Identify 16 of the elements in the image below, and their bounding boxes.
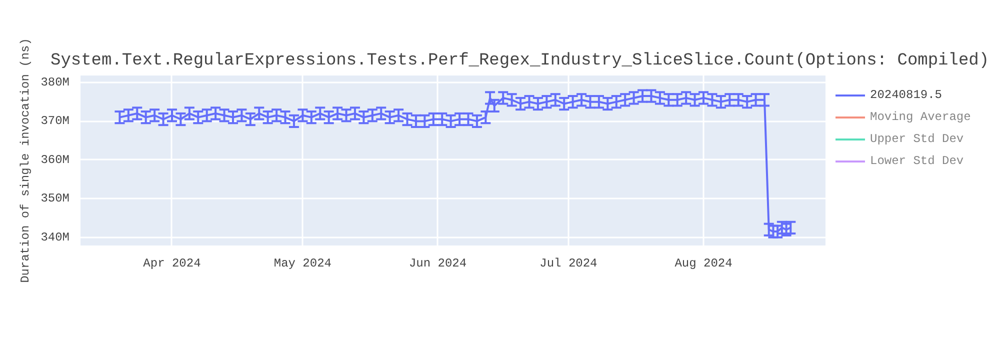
legend-label: Moving Average (870, 110, 971, 124)
y-tick-label: 340M (40, 230, 70, 244)
x-tick-label: Jul 2024 (540, 256, 598, 270)
x-tick-label: Apr 2024 (143, 256, 201, 270)
y-tick-label: 350M (40, 192, 70, 206)
y-tick-label: 370M (40, 114, 70, 128)
y-tick-label: 360M (40, 152, 70, 167)
x-tick-label: May 2024 (274, 256, 332, 270)
legend-label: Upper Std Dev (870, 132, 964, 146)
y-axis-title: Duration of single invocation (ns) (18, 38, 33, 283)
chart-title: System.Text.RegularExpressions.Tests.Perf_Regex_Industry_SliceSlice.Count(Options: Compiled) (50, 52, 990, 70)
x-tick-label: Aug 2024 (674, 256, 732, 270)
legend-label: Lower Std Dev (870, 154, 964, 168)
legend-label: 20240819.5 (870, 88, 942, 102)
x-tick-label: Jun 2024 (408, 256, 467, 270)
y-tick-label: 380M (40, 75, 70, 90)
